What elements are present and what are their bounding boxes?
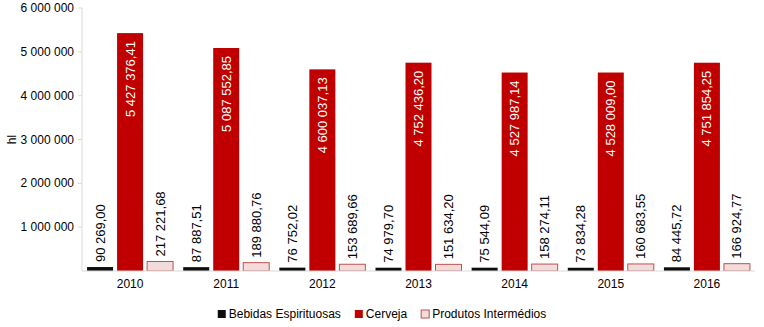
bar xyxy=(502,73,528,271)
bar xyxy=(664,267,690,271)
bar xyxy=(628,264,654,271)
x-tick-label: 2014 xyxy=(501,277,528,291)
bars xyxy=(87,33,750,271)
data-label: 4 600 037,13 xyxy=(315,77,330,153)
x-tick-label: 2010 xyxy=(117,277,144,291)
legend-label: Produtos Intermédios xyxy=(432,307,546,321)
bar xyxy=(183,267,209,271)
data-label: 189 880,76 xyxy=(249,193,264,258)
y-tick-label: 2 000 000 xyxy=(21,176,75,190)
y-tick xyxy=(78,8,82,9)
x-tick-label: 2012 xyxy=(309,277,336,291)
data-labels: 90 269,00 87 887,51 76 752,02 74 979,70 75 5… xyxy=(93,41,745,263)
legend-swatch xyxy=(355,310,363,318)
data-label: 151 634,20 xyxy=(441,194,456,259)
x-tick-label: 2011 xyxy=(213,277,239,291)
y-tick xyxy=(78,183,82,184)
bar xyxy=(598,73,624,271)
data-label: 76 752,02 xyxy=(285,205,300,263)
bar xyxy=(406,63,432,271)
bar xyxy=(213,48,239,271)
y-tick xyxy=(78,139,82,140)
bar xyxy=(147,261,173,271)
y-tick-label: 1 000 000 xyxy=(21,220,75,234)
data-label: 73 834,28 xyxy=(573,205,588,263)
legend: Bebidas Espirituosas Cerveja Produtos Inte… xyxy=(218,307,546,321)
data-label: 90 269,00 xyxy=(93,204,108,262)
bar xyxy=(436,264,462,271)
y-axis-label: hl xyxy=(5,135,19,144)
chart: 1 000 000 2 000 000 3 000 000 4 000 000 5 00… xyxy=(0,0,764,327)
bar xyxy=(117,33,143,271)
bar xyxy=(724,264,750,271)
legend-label: Bebidas Espirituosas xyxy=(229,307,341,321)
x-tick-label: 2015 xyxy=(597,277,624,291)
bar xyxy=(279,268,305,271)
legend-label: Cerveja xyxy=(366,307,408,321)
data-label: 5 427 376,41 xyxy=(123,41,138,117)
data-label: 4 752 436,20 xyxy=(411,71,426,147)
y-tick-label: 3 000 000 xyxy=(21,133,75,147)
legend-swatch xyxy=(218,310,226,318)
data-label: 160 683,55 xyxy=(633,194,648,259)
data-label: 4 528 009,00 xyxy=(603,81,618,157)
data-label: 84 445,72 xyxy=(669,204,684,262)
data-label: 75 544,09 xyxy=(477,205,492,263)
data-label: 158 274,11 xyxy=(537,195,552,259)
y-tick xyxy=(78,51,82,52)
data-label: 87 887,51 xyxy=(189,204,204,262)
y-tick-label: 4 000 000 xyxy=(21,89,75,103)
bar xyxy=(339,264,365,271)
bar xyxy=(532,264,558,271)
data-label: 4 751 854,25 xyxy=(699,71,714,147)
data-label: 166 924,77 xyxy=(729,194,744,259)
x-axis-line xyxy=(82,271,755,272)
y-tick-label: 5 000 000 xyxy=(21,45,75,59)
data-label: 4 527 987,14 xyxy=(507,81,522,157)
bar xyxy=(87,267,113,271)
data-label: 74 979,70 xyxy=(381,205,396,263)
x-tick-label: 2016 xyxy=(694,277,721,291)
data-label: 217 221,68 xyxy=(153,191,168,256)
data-label: 153 689,66 xyxy=(345,194,360,259)
y-tick-label: 6 000 000 xyxy=(21,1,75,15)
data-label: 5 087 552,85 xyxy=(219,56,234,132)
x-tick-label: 2013 xyxy=(405,277,432,291)
y-tick xyxy=(78,227,82,228)
y-tick xyxy=(78,95,82,96)
bar xyxy=(243,263,269,271)
legend-swatch xyxy=(421,310,429,318)
bar xyxy=(309,69,335,271)
bar xyxy=(694,63,720,271)
